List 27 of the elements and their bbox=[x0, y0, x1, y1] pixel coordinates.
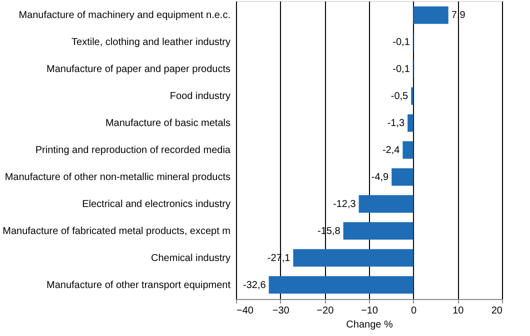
y-tick-label: Food industry bbox=[170, 91, 230, 102]
x-tick-label: 0 bbox=[411, 306, 418, 316]
data-label: -2,4 bbox=[382, 145, 400, 156]
y-tick-label: Manufacture of other transport equipment bbox=[46, 280, 231, 291]
x-tick-label: −10 bbox=[361, 306, 378, 316]
data-label: -0,5 bbox=[390, 91, 409, 102]
data-label: -0,1 bbox=[392, 64, 410, 76]
y-tick-label: Manufacture of fabricated metal products, except m bbox=[2, 226, 230, 237]
data-label: -1,3 bbox=[387, 118, 406, 130]
y-tick-label: Manufacture of paper and paper products bbox=[46, 64, 230, 76]
data-label: -0,1 bbox=[392, 37, 410, 48]
x-tick-label: −40 bbox=[236, 306, 254, 316]
x-tick-label: 10 bbox=[452, 306, 464, 316]
data-label: -4,9 bbox=[371, 172, 390, 183]
y-tick-label: Electrical and electronics industry bbox=[82, 198, 230, 210]
y-tick-label: Textile, clothing and leather industry bbox=[72, 37, 230, 48]
y-tick-label: Chemical industry bbox=[151, 252, 230, 264]
y-tick-label: Manufacture of other non-metallic mineral products bbox=[4, 172, 230, 183]
y-tick-label: Printing and reproduction of recorded media bbox=[35, 145, 231, 156]
x-tick-label: −20 bbox=[316, 306, 334, 316]
y-tick-label: Manufacture of basic metals bbox=[105, 118, 230, 130]
data-label: -12,3 bbox=[333, 198, 356, 210]
x-tick-label: −30 bbox=[272, 306, 290, 316]
data-label: -32,6 bbox=[243, 280, 266, 291]
x-axis-title: Change % bbox=[346, 320, 393, 330]
x-tick-label: 20 bbox=[491, 306, 503, 316]
y-tick-label: Manufacture of machinery and equipment n.e.c. bbox=[18, 10, 230, 22]
